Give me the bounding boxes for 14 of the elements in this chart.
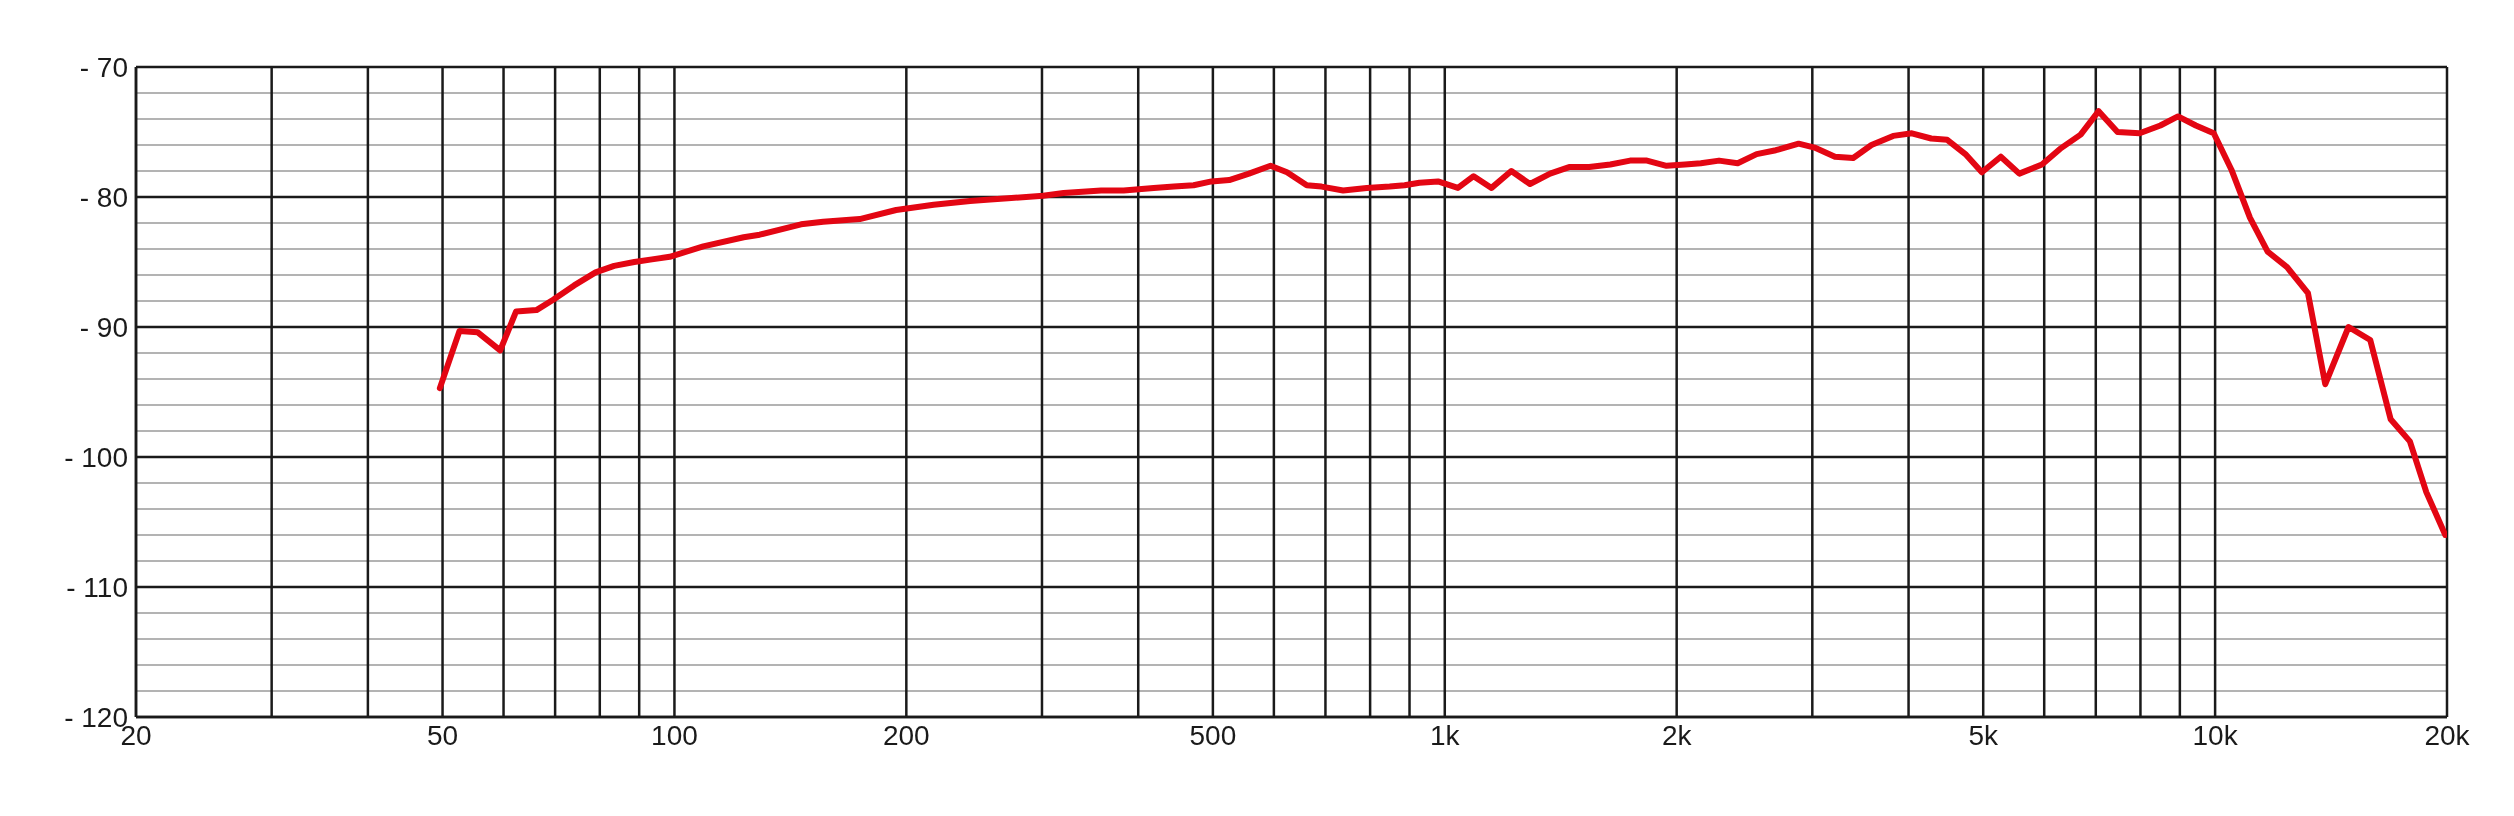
x-tick-label: 10k	[2192, 719, 2239, 751]
y-tick-label: - 110	[66, 571, 128, 603]
x-tick-label: 50	[426, 719, 459, 751]
x-tick-label: 5k	[1968, 719, 1999, 751]
y-tick-label: - 80	[79, 181, 128, 213]
y-tick-label: - 70	[79, 51, 128, 83]
y-tick-label: - 100	[64, 441, 128, 473]
x-tick-label: 2k	[1661, 719, 1693, 751]
y-tick-label: - 90	[79, 311, 128, 343]
x-tick-label: 100	[651, 719, 698, 751]
x-tick-label: 1k	[1429, 719, 1461, 751]
x-tick-label: 500	[1189, 719, 1237, 751]
x-tick-label: 20k	[2424, 719, 2471, 751]
x-tick-label: 200	[882, 719, 930, 751]
